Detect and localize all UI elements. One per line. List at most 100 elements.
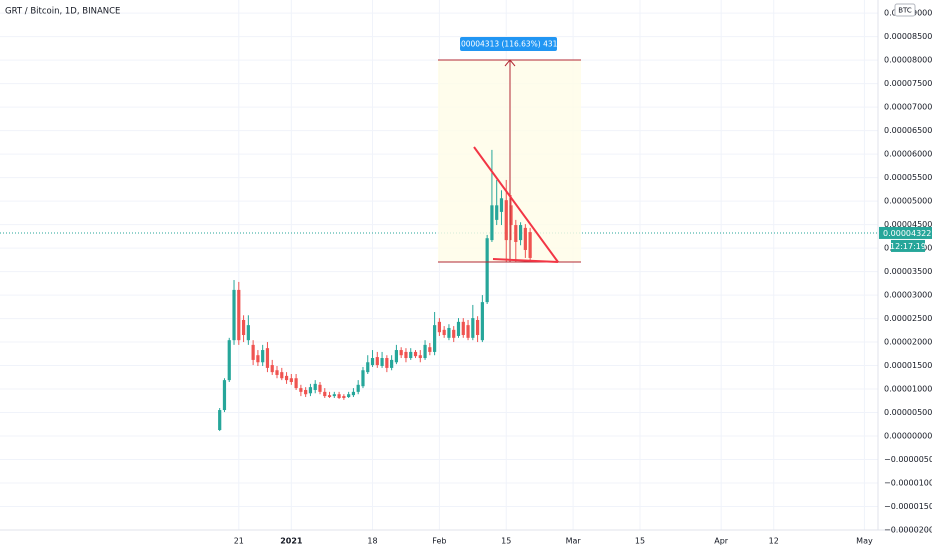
y-tick-label: 0.00005500 [884, 173, 932, 182]
y-tick-label: 0.00005000 [884, 197, 932, 206]
y-tick-label: 0.00007500 [884, 79, 932, 88]
candle-body [347, 394, 351, 398]
candle-body [442, 329, 446, 336]
measure-label-box [460, 37, 557, 51]
candle-body [222, 380, 227, 411]
candle-body [308, 387, 313, 394]
candle-body [380, 358, 384, 367]
candle-body [447, 327, 451, 338]
candle-body [452, 329, 456, 338]
candle-body [471, 318, 475, 338]
x-tick-label: Apr [714, 537, 729, 546]
y-tick-label: 0.00002500 [884, 314, 932, 323]
candle-body [418, 355, 422, 359]
candle-body [428, 347, 432, 352]
candle-body [299, 388, 303, 392]
x-tick-label: 15 [501, 537, 511, 546]
y-tick-label: 0.00001000 [884, 385, 932, 394]
candle-body [370, 358, 375, 366]
x-tick-label: May [856, 537, 873, 546]
support-line [492, 258, 559, 263]
candle-body [284, 375, 289, 381]
candle-body [361, 370, 365, 387]
candle-body [504, 200, 508, 241]
candle-body [332, 394, 336, 397]
candle-body [523, 227, 527, 250]
x-tick-label: Mar [566, 537, 582, 546]
candle-body [480, 302, 484, 341]
candle-body [475, 319, 480, 336]
candle-body [280, 372, 284, 379]
candle-body [270, 365, 274, 373]
candle-body [256, 355, 260, 363]
y-tick-label: 0.00004500 [884, 220, 932, 229]
candle-body [509, 205, 513, 226]
candle-body [246, 325, 250, 341]
candle-body [265, 348, 270, 368]
y-tick-label: 0.00007000 [884, 103, 932, 112]
overlay: BTC 0.00004322 12:17:19 [879, 3, 932, 252]
y-tick-label: 0.00000500 [884, 408, 932, 417]
y-tick-label: −0.00002000 [884, 526, 932, 535]
trend-line [473, 146, 559, 263]
x-tick-label: 15 [635, 537, 645, 546]
y-tick-label: −0.00000500 [884, 455, 932, 464]
y-tick-label: 0.00001500 [884, 361, 932, 370]
candle-body [351, 391, 356, 396]
candle-body [375, 357, 379, 366]
y-tick-label: 0.00006500 [884, 126, 932, 135]
y-tick-label: 0.00002000 [884, 338, 932, 347]
candle-body [413, 351, 418, 357]
candle-body [237, 289, 241, 341]
candle-body [251, 344, 255, 360]
candle-body [304, 389, 308, 395]
candle-body [294, 378, 298, 389]
countdown-box [891, 239, 925, 252]
candle-body [342, 396, 346, 398]
candles [218, 149, 532, 432]
last-price-label: 0.00004322 [883, 229, 931, 238]
x-tick-label: 12 [769, 537, 779, 546]
candle-body [227, 340, 231, 381]
x-tick-label: Feb [432, 537, 446, 546]
measure-arrowhead [504, 59, 516, 67]
candle-body [518, 225, 523, 241]
candle-body [466, 325, 470, 338]
candle-body [390, 359, 394, 368]
y-tick-label: 0.00000000 [884, 432, 932, 441]
y-tick-label: 0.00003000 [884, 291, 932, 300]
candle-body [423, 344, 427, 359]
x-tick-label: 21 [234, 537, 244, 546]
candle-body [232, 289, 236, 341]
countdown: 12:17:19 [890, 242, 926, 251]
candle-body [275, 370, 279, 375]
candle-body [356, 384, 360, 392]
y-tick-label: 0.00008000 [884, 56, 932, 65]
candle-body [327, 395, 332, 398]
x-tick-label: 2021 [280, 537, 303, 546]
candle-body [385, 358, 389, 368]
currency: BTC [898, 7, 912, 15]
x-tick-label: 18 [367, 537, 377, 546]
candle-body [323, 391, 327, 397]
candle-body [433, 325, 437, 352]
candle-body [437, 321, 441, 333]
candle-body [456, 321, 461, 336]
candle-body [499, 198, 504, 212]
y-tick-label: −0.00001000 [884, 479, 932, 488]
candle-body [337, 394, 341, 398]
candle-body [366, 362, 370, 373]
y-tick-label: 0.00003500 [884, 267, 932, 276]
candle-body [261, 350, 265, 363]
last-price-box [879, 226, 932, 239]
candle-body [461, 321, 465, 336]
candle-body [218, 410, 222, 431]
measure-label: 0.00004313 (116.63%) 4313 [454, 40, 563, 49]
candle-body [241, 319, 246, 336]
candle-body [495, 205, 499, 220]
candle-body [394, 350, 399, 363]
candle-body [404, 351, 408, 359]
candle-body [528, 232, 532, 258]
candle-body [399, 350, 403, 356]
